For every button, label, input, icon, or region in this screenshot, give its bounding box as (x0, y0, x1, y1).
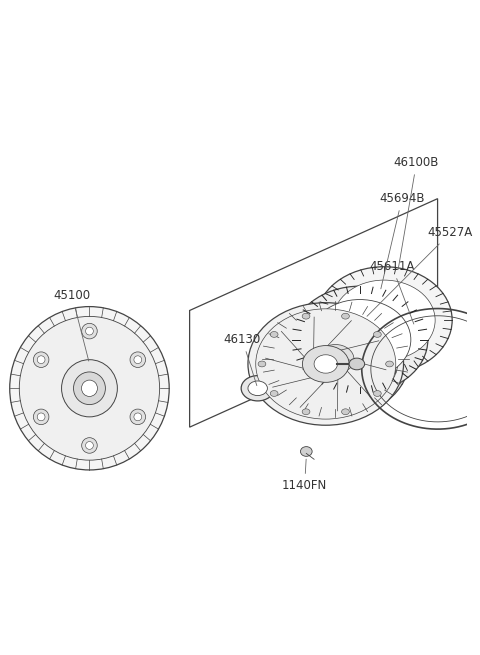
Ellipse shape (85, 441, 93, 449)
Ellipse shape (82, 324, 97, 339)
Text: 46130: 46130 (224, 333, 261, 386)
Ellipse shape (241, 375, 274, 401)
Ellipse shape (270, 331, 278, 337)
Ellipse shape (333, 280, 435, 360)
Text: 45527A: 45527A (367, 226, 473, 316)
Ellipse shape (61, 360, 118, 417)
Text: 45611A: 45611A (370, 260, 415, 324)
Ellipse shape (262, 301, 409, 417)
Ellipse shape (248, 303, 404, 425)
Ellipse shape (302, 313, 310, 319)
Text: 45100: 45100 (53, 290, 91, 361)
Ellipse shape (270, 390, 278, 396)
Ellipse shape (130, 352, 145, 367)
Ellipse shape (85, 328, 93, 335)
Text: 45694B: 45694B (379, 192, 425, 289)
Ellipse shape (302, 409, 310, 415)
Ellipse shape (248, 381, 267, 396)
Ellipse shape (292, 286, 428, 393)
Ellipse shape (256, 309, 396, 419)
Ellipse shape (309, 299, 411, 380)
Ellipse shape (134, 356, 142, 364)
Ellipse shape (314, 355, 337, 373)
Ellipse shape (258, 361, 266, 367)
Ellipse shape (273, 310, 398, 409)
Ellipse shape (37, 356, 45, 364)
Ellipse shape (10, 307, 169, 470)
Ellipse shape (316, 267, 452, 374)
Ellipse shape (317, 345, 354, 374)
Ellipse shape (130, 409, 145, 424)
Ellipse shape (373, 390, 381, 396)
Ellipse shape (300, 447, 312, 457)
Ellipse shape (19, 316, 160, 460)
Ellipse shape (82, 380, 97, 396)
Text: 46100B: 46100B (394, 156, 439, 269)
Ellipse shape (33, 409, 49, 424)
Ellipse shape (385, 361, 394, 367)
Ellipse shape (73, 372, 106, 405)
Ellipse shape (134, 413, 142, 421)
Ellipse shape (342, 313, 349, 319)
Ellipse shape (373, 331, 381, 337)
Ellipse shape (302, 346, 349, 383)
Ellipse shape (342, 409, 349, 415)
Text: 1140FN: 1140FN (282, 459, 327, 492)
Ellipse shape (37, 413, 45, 421)
Ellipse shape (82, 438, 97, 453)
Ellipse shape (349, 358, 365, 370)
Ellipse shape (33, 352, 49, 367)
